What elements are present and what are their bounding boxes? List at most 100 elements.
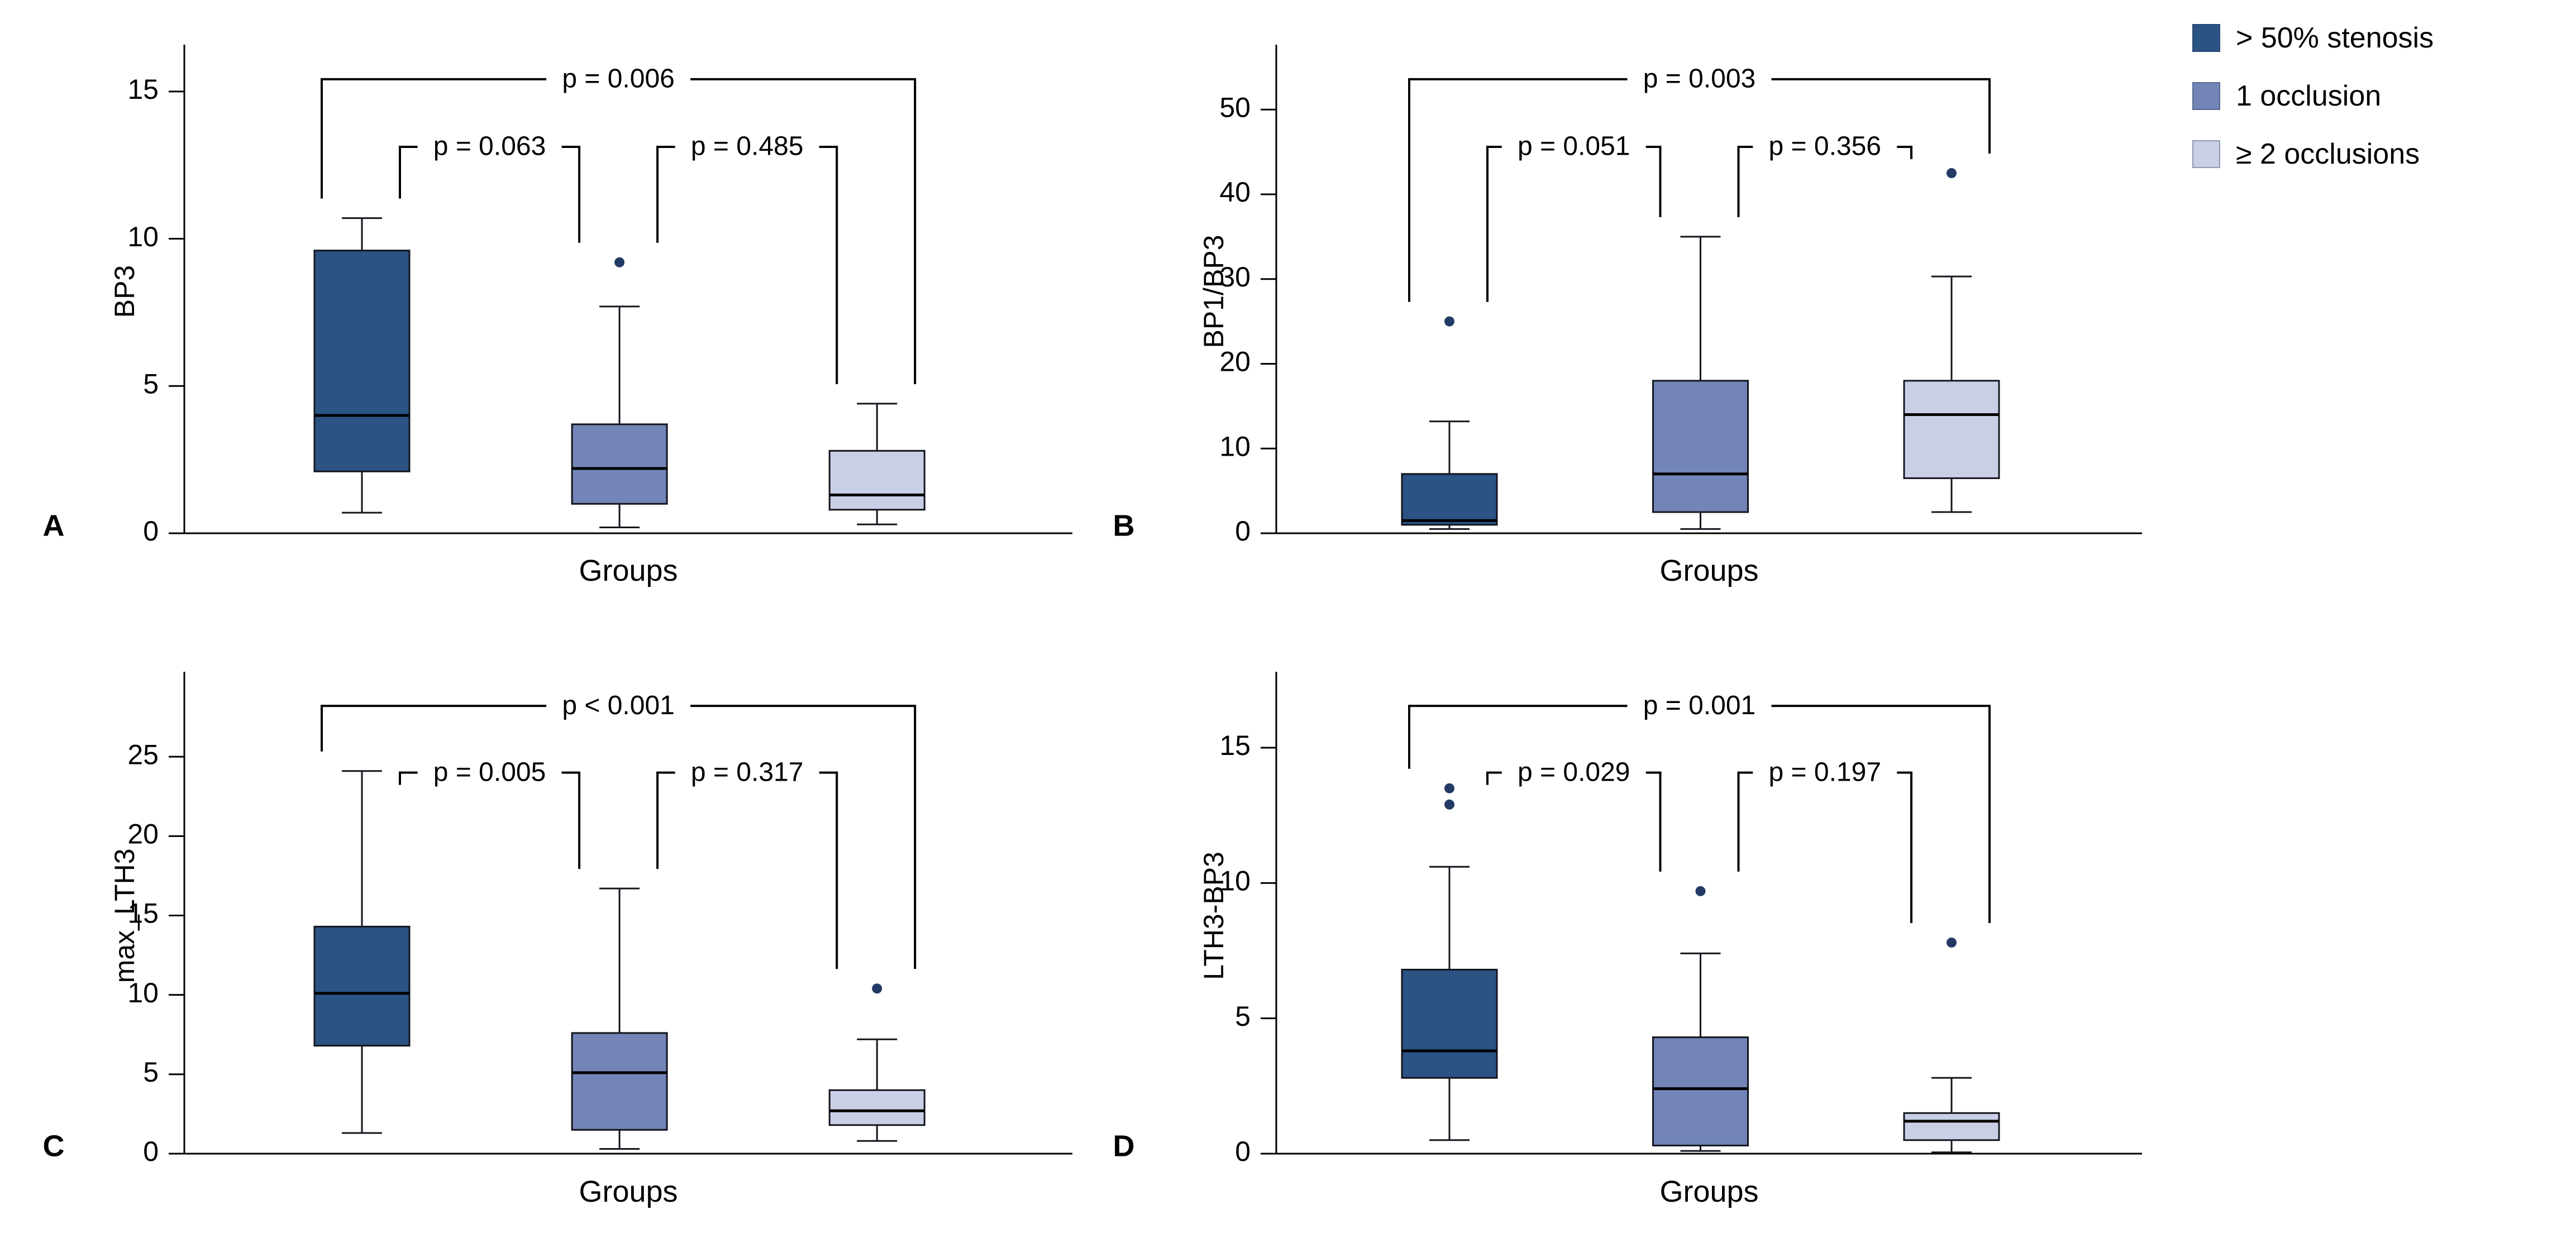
p-value-label-background <box>1627 689 1772 723</box>
significance-bracket: p = 0.485 <box>656 130 838 384</box>
x-axis-label: Groups <box>1659 554 1758 587</box>
panel-A: 0 5 10 15 BP3 Groups Ap = 0.063 p = 0.485 p = 0.… <box>43 45 1072 587</box>
y-tick-label: 30 <box>1219 261 1251 293</box>
p-value-label-background <box>546 689 691 723</box>
p-value-label: p = 0.001 <box>1643 691 1756 720</box>
legend-item-one-occlusion: 1 occlusion <box>2192 79 2434 113</box>
legend: > 50% stenosis 1 occlusion ≥ 2 occlusion… <box>2192 21 2434 171</box>
panel-letter: A <box>43 509 65 542</box>
p-value-label-background <box>1753 756 1897 790</box>
box-group-1 <box>313 217 411 514</box>
y-axis-label: max_LTH3 <box>109 849 140 983</box>
legend-swatch-stenosis-icon <box>2192 24 2220 52</box>
legend-swatch-two-occlusions-icon <box>2192 140 2220 168</box>
p-value-label: p = 0.317 <box>691 757 804 787</box>
bracket-line <box>1408 78 1991 302</box>
bracket-line <box>1486 146 1662 302</box>
significance-bracket: p = 0.063 <box>399 130 581 243</box>
y-tick-label: 5 <box>143 368 159 399</box>
box-group-2 <box>571 887 668 1150</box>
bracket-line <box>1737 771 1912 923</box>
significance-bracket: p = 0.197 <box>1737 756 1912 923</box>
iqr-box <box>571 423 668 505</box>
iqr-box <box>1401 968 1498 1079</box>
outlier-point <box>1947 937 1957 948</box>
significance-bracket: p = 0.003 <box>1408 62 1991 302</box>
iqr-box <box>828 450 926 511</box>
outlier-point <box>1947 168 1957 179</box>
p-value-label: p = 0.197 <box>1768 757 1881 787</box>
p-value-label-background <box>1501 756 1646 790</box>
y-axis-label: LTH3-BP3 <box>1198 852 1229 980</box>
p-value-label: p = 0.356 <box>1768 132 1881 161</box>
y-tick-label: 10 <box>127 977 159 1008</box>
panel-letter: D <box>1113 1129 1135 1163</box>
iqr-box <box>1401 473 1498 526</box>
box-group-1 <box>1401 783 1498 1141</box>
panel-letter: C <box>43 1129 65 1163</box>
significance-bracket: p = 0.001 <box>1408 689 1991 923</box>
bracket-line <box>656 146 838 384</box>
iqr-box <box>571 1032 668 1131</box>
panel-B: 0 10 20 30 40 50 BP1/BP3 Groups Bp = 0.051 p = 0.… <box>1113 45 2142 587</box>
iqr-box <box>1652 1036 1749 1146</box>
p-value-label: p = 0.006 <box>562 64 675 94</box>
y-axis-label: BP3 <box>109 265 140 318</box>
legend-swatch-one-occlusion-icon <box>2192 82 2220 110</box>
significance-bracket: p = 0.317 <box>656 756 838 969</box>
iqr-box <box>1903 1112 2000 1141</box>
box-group-2 <box>1652 236 1749 530</box>
box-group-1 <box>1401 316 1498 530</box>
x-axis-label: Groups <box>579 554 678 587</box>
box-group-1 <box>313 770 411 1134</box>
significance-bracket: p < 0.001 <box>321 689 917 969</box>
y-tick-label: 25 <box>127 739 159 770</box>
y-tick-label: 10 <box>127 221 159 252</box>
box-group-3 <box>828 403 926 525</box>
bracket-line <box>656 771 838 969</box>
significance-bracket: p = 0.051 <box>1486 130 1662 302</box>
y-tick-label: 50 <box>1219 92 1251 123</box>
p-value-label-background <box>1753 130 1897 164</box>
box-group-2 <box>571 257 668 528</box>
iqr-box <box>1652 380 1749 513</box>
panel-C: 0 5 10 15 20 25 max_LTH3 Groups Cp = 0.005 p = 0.… <box>43 672 1072 1208</box>
y-tick-label: 20 <box>127 819 159 850</box>
y-tick-label: 5 <box>1235 1001 1251 1032</box>
outlier-point <box>872 983 882 994</box>
legend-label-two-occlusions: ≥ 2 occlusions <box>2236 138 2420 170</box>
legend-item-two-occlusions: ≥ 2 occlusions <box>2192 137 2434 171</box>
y-tick-label: 0 <box>143 1136 159 1167</box>
p-value-label: p = 0.051 <box>1518 132 1630 161</box>
legend-label-one-occlusion: 1 occlusion <box>2236 80 2382 112</box>
iqr-box <box>313 250 411 472</box>
y-tick-label: 40 <box>1219 176 1251 208</box>
significance-bracket: p = 0.356 <box>1737 130 1912 217</box>
y-tick-label: 10 <box>1219 431 1251 462</box>
p-value-label: p = 0.063 <box>433 132 546 161</box>
y-tick-label: 0 <box>143 515 159 547</box>
y-tick-label: 5 <box>143 1056 159 1088</box>
box-group-3 <box>1903 168 2000 513</box>
iqr-box <box>313 925 411 1047</box>
significance-bracket: p = 0.006 <box>321 62 917 384</box>
y-tick-label: 15 <box>127 898 159 929</box>
y-tick-label: 15 <box>127 74 159 105</box>
p-value-label: p = 0.485 <box>691 132 804 161</box>
y-tick-label: 10 <box>1219 866 1251 897</box>
y-tick-label: 15 <box>1219 730 1251 761</box>
significance-bracket: p = 0.005 <box>399 756 581 869</box>
p-value-label-background <box>1627 62 1772 96</box>
y-tick-label: 20 <box>1219 346 1251 377</box>
y-axis-label: BP1/BP3 <box>1198 235 1229 348</box>
legend-label-stenosis: > 50% stenosis <box>2236 22 2434 54</box>
p-value-label-background <box>675 756 819 790</box>
p-value-label: p = 0.005 <box>433 757 546 787</box>
box-group-3 <box>1903 937 2000 1154</box>
bracket-line <box>321 78 917 384</box>
p-value-label: p < 0.001 <box>562 691 675 720</box>
outlier-point <box>614 257 625 267</box>
p-value-label: p = 0.029 <box>1518 757 1630 787</box>
box-group-3 <box>828 983 926 1142</box>
